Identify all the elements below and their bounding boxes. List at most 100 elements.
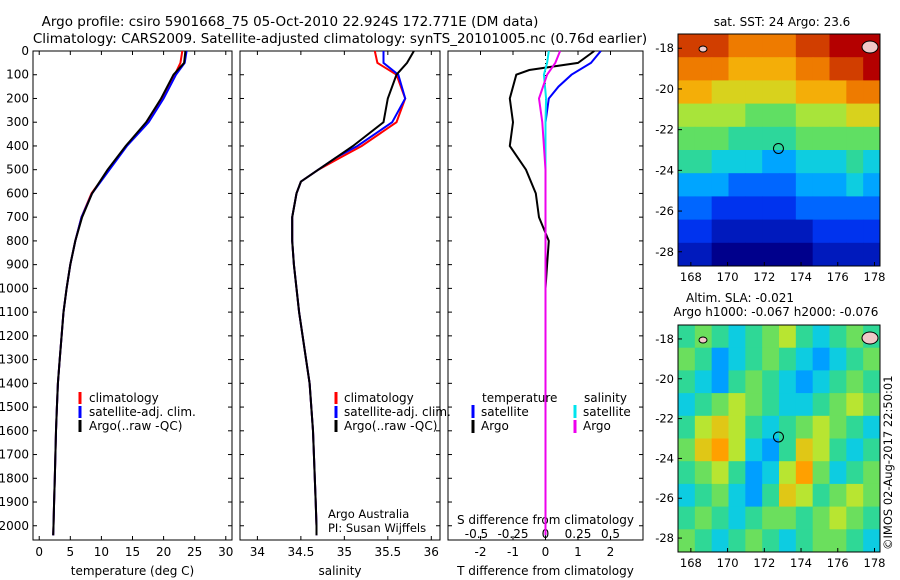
heatmap-cell [846,219,864,244]
heatmap-cell [694,80,713,105]
x-tick-label: -1 [507,545,519,559]
heatmap-cell [829,506,847,530]
heatmap-cell [829,370,847,394]
heatmap-cell [812,80,830,105]
heatmap-cell [846,103,864,128]
diff-legend-salinity-header: salinity [584,391,627,405]
heatmap-cell [711,506,729,530]
sla-map-title-line1: Altim. SLA: -0.021 [686,291,794,305]
heatmap-cell [812,438,830,462]
heatmap-cell [863,506,881,530]
heatmap-cell [795,415,814,439]
lon-tick-label: 176 [827,270,849,284]
depth-tick-label: 0 [21,44,29,58]
heatmap-cell [812,150,830,174]
heatmap-cell [846,393,864,417]
heatmap-cell [694,219,713,244]
lat-tick-label: -20 [655,82,674,96]
heatmap-cell [846,126,864,151]
heatmap-cell [779,415,797,439]
heatmap-cell [728,196,746,221]
heatmap-cell [678,506,696,530]
sla-map: -18 -20 -22 -24 -26 -28 168 170 172 174 176 178 [655,324,885,570]
lon-tick-label: 170 [717,270,739,284]
heatmap-cell [795,80,814,105]
heatmap-cell [846,483,864,508]
heatmap-cell [678,34,696,58]
heatmap-cell [745,196,763,221]
heatmap-cell [829,80,847,105]
heatmap-cell [863,173,881,197]
heatmap-cell [846,325,864,349]
heatmap-cell [694,103,713,128]
x-axis-label: salinity [318,564,361,578]
heatmap-cell [779,393,797,417]
heatmap-cell [762,529,780,553]
heatmap-cell [745,393,763,417]
heatmap-cell [779,34,797,58]
heatmap-cell [762,506,780,530]
heatmap-cell [829,461,847,485]
heatmap-cell [846,415,864,439]
heatmap-cell [829,242,847,267]
diff-legend-s-argo-label: Argo [583,419,611,433]
heatmap-cell [779,103,797,128]
legend-satellite-label: satellite-adj. clim. [89,405,196,419]
heatmap-cell [795,483,814,508]
series-line [291,50,415,536]
lon-tick-label: 176 [827,556,849,570]
heatmap-cell [795,438,814,462]
diff-legend-s-satellite-label: satellite [583,405,631,419]
heatmap-cell [795,461,814,485]
heatmap-cell [678,196,696,221]
heatmap-cell [745,347,763,371]
heatmap-cell [779,483,797,508]
heatmap-cell [812,529,830,553]
x-tick-label: 0 [542,545,550,559]
diff-legend-temperature-header: temperature [482,391,557,405]
heatmap-cell [678,80,696,105]
heatmap-cell [846,370,864,394]
heatmap-cell [678,415,696,439]
heatmap-cell [762,219,780,244]
heatmap-cell [863,196,881,221]
heatmap-cell [779,173,797,197]
heatmap-cell [745,370,763,394]
heatmap-cell [812,461,830,485]
heatmap-cell [762,80,780,105]
lat-tick-label: -22 [655,123,674,137]
heatmap-cell [694,529,713,553]
heatmap-cell [863,461,881,485]
heatmap-cell [812,370,830,394]
x-tick-label: 34 [250,545,265,559]
lon-tick-label: 170 [717,556,739,570]
heatmap-cell [728,415,746,439]
heatmap-cell [829,34,847,58]
heatmap-cell [711,103,729,128]
x-axis-label: temperature (deg C) [71,564,194,578]
heatmap-cell [829,196,847,221]
lon-tick-label: 174 [790,556,812,570]
heatmap-cell [678,219,696,244]
lat-tick-label: -22 [655,412,674,426]
heatmap-cell [812,219,830,244]
heatmap-cell [863,219,881,244]
heatmap-cell [762,242,780,267]
heatmap-cell [762,126,780,151]
heatmap-cell [795,196,814,221]
heatmap-cell [745,80,763,105]
lon-tick-label: 172 [753,556,775,570]
credit-line2: PI: Susan Wijffels [328,521,426,535]
depth-tick-label: 2000 [0,519,29,533]
heatmap-cell [846,34,864,58]
x-axis-label: T difference from climatology [456,564,634,578]
heatmap-cell [829,57,847,81]
heatmap-cell [812,506,830,530]
heatmap-cell [863,150,881,174]
lat-tick-label: -26 [655,204,674,218]
heatmap-cell [762,483,780,508]
heatmap-cell [779,438,797,462]
legend-climatology-label: climatology [89,391,159,405]
heatmap-cell [762,347,780,371]
